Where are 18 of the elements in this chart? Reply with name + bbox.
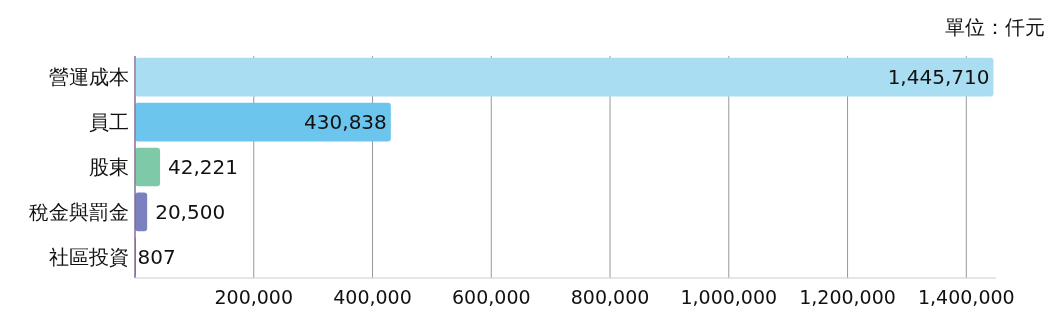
y-tick-label: 股東 [89,155,129,179]
data-label: 1,445,710 [887,65,990,90]
x-tick-label: 1,000,000 [680,286,778,308]
y-tick-label: 員工 [89,110,129,135]
y-tick-label: 稅金與罰金 [29,199,129,224]
y-tick-label: 社區投資 [49,244,129,269]
x-tick-label: 1,200,000 [799,286,896,308]
x-tick-label: 1,400,000 [917,286,1015,308]
x-tick-label: 400,000 [333,286,412,308]
data-label: 20,500 [155,199,226,224]
x-tick-label: 200,000 [214,286,294,308]
data-label: 807 [137,244,176,269]
data-label: 42,221 [168,155,239,179]
x-tick-label: 600,000 [451,286,531,308]
text: 單位：仟元 [945,15,1045,39]
data-label: 430,838 [304,110,387,135]
y-tick-label: 營運成本 [49,65,129,90]
x-tick-label: 800,000 [570,286,650,308]
